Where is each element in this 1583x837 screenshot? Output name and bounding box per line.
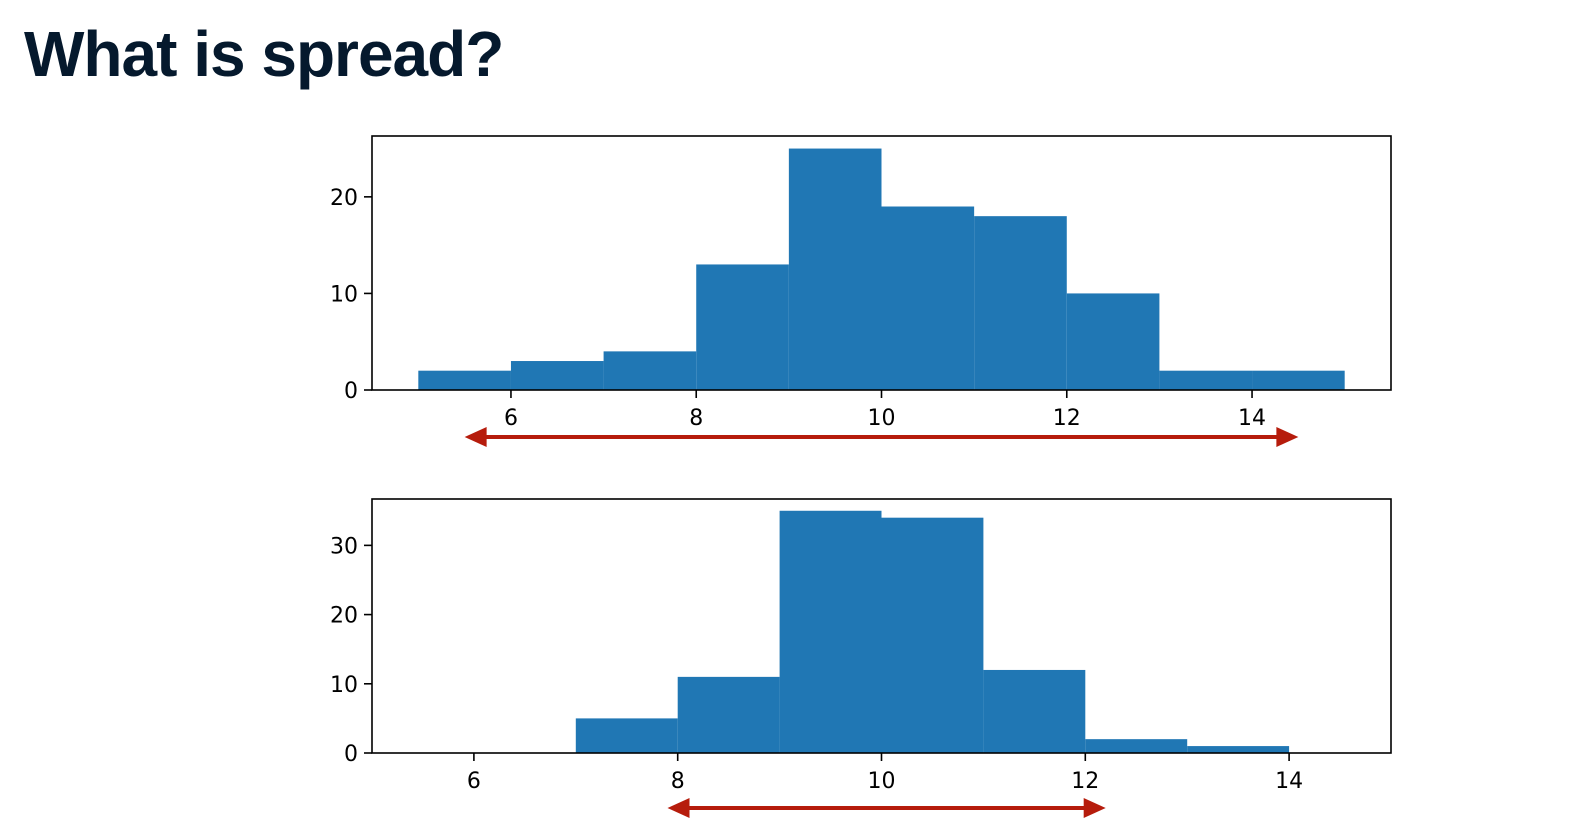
histogram-bar [603,351,697,390]
x-tick-label: 12 [1053,406,1081,431]
x-tick-label: 8 [689,406,703,431]
spread-arrow [667,798,1106,818]
histogram-bar [696,264,789,390]
histogram-bar [788,148,882,390]
x-tick-label: 8 [671,769,685,794]
histogram-bar [779,510,882,753]
x-tick-label: 12 [1071,769,1099,794]
spread-arrow-right-head [1276,427,1299,447]
histogram-bar [1187,746,1290,753]
x-tick-label: 10 [868,769,896,794]
histogram-bar [510,361,604,390]
x-tick-label: 14 [1238,406,1266,431]
y-tick-label: 0 [344,379,358,404]
spread-arrow [464,427,1299,447]
y-tick-label: 10 [330,282,358,307]
spread-arrow-left-head [464,427,487,447]
y-tick-label: 30 [330,534,358,559]
y-tick-label: 0 [344,742,358,767]
x-tick-label: 10 [868,406,896,431]
histogram-bar [1066,293,1160,390]
histogram-bar [418,370,511,390]
histogram-1: 6 8 10 12 14 0 10 20 [330,135,1392,447]
x-tick-label: 14 [1275,769,1303,794]
slide-title: What is spread? [24,18,504,90]
x-tick-label: 6 [504,406,518,431]
y-tick-label: 20 [330,186,358,211]
histogram-bar [575,718,678,753]
histogram-bar [983,669,1086,753]
histogram-bar [974,216,1067,390]
histogram-bar [1159,370,1253,390]
spread-arrow-right-head [1083,798,1106,818]
histogram-bar [881,206,975,390]
histogram-bar [1085,739,1188,753]
y-tick-label: 10 [330,673,358,698]
histogram-bar [677,676,780,753]
spread-arrow-left-head [667,798,690,818]
histogram-bar [881,517,984,753]
y-tick-label: 20 [330,604,358,629]
x-tick-label: 6 [467,769,481,794]
histogram-bar [1252,370,1345,390]
histogram-2: 6 8 10 12 14 0 10 20 30 [330,498,1392,818]
